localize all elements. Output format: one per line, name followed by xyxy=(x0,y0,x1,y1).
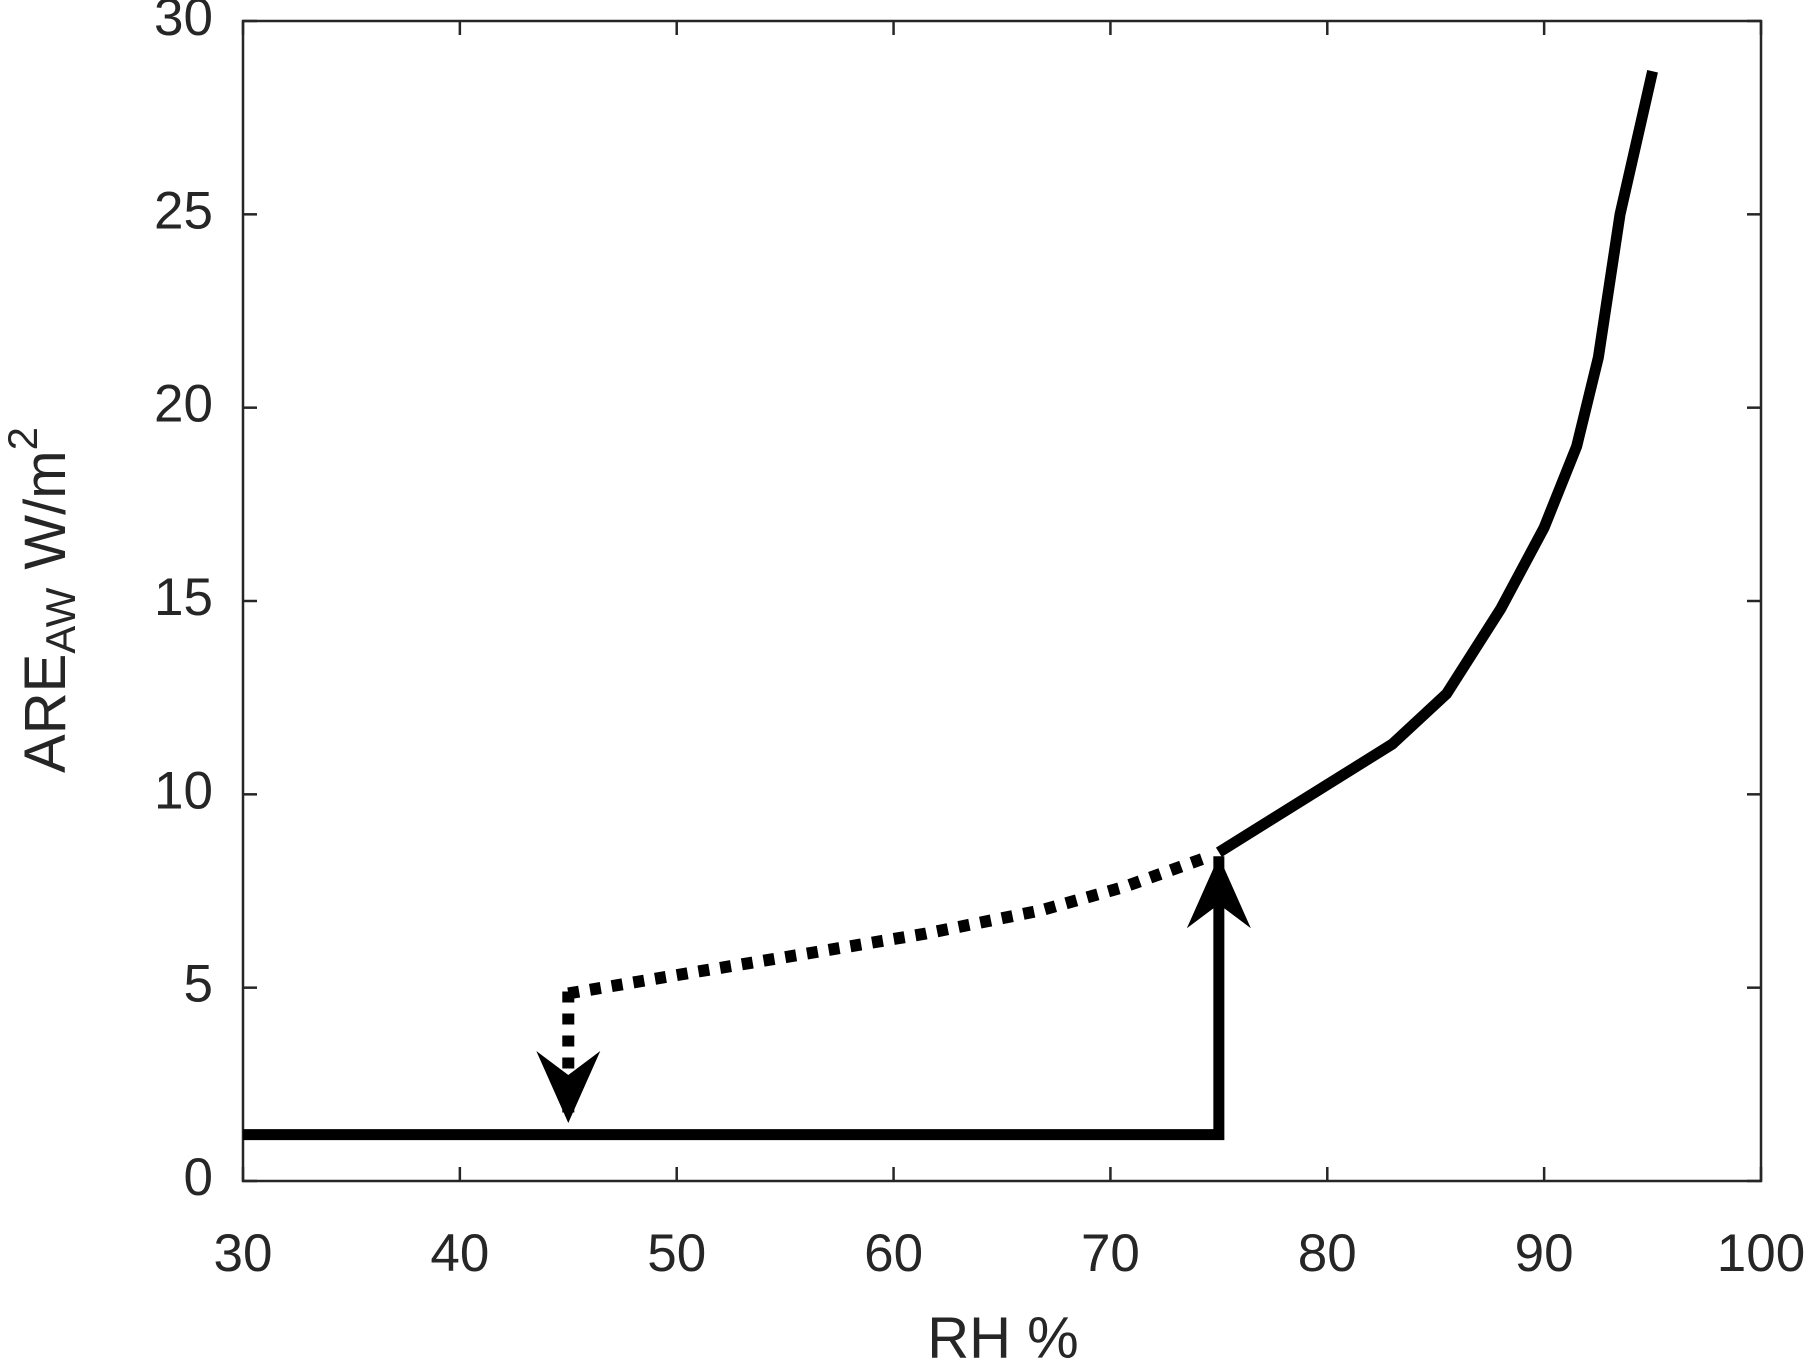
x-tick-label: 30 xyxy=(214,1224,273,1283)
y-tick-label: 0 xyxy=(184,1148,213,1207)
y-tick-label: 10 xyxy=(154,761,213,820)
x-tick-label: 60 xyxy=(864,1224,923,1283)
series-line xyxy=(243,856,1225,1141)
arrowhead xyxy=(1186,856,1251,929)
y-tick-label: 30 xyxy=(154,0,213,47)
y-tick-label: 5 xyxy=(184,955,213,1014)
x-tick-label: 80 xyxy=(1298,1224,1357,1283)
x-tick-label: 40 xyxy=(430,1224,489,1283)
x-tick-label: 50 xyxy=(647,1224,706,1283)
y-label-sup: 2 xyxy=(0,427,46,450)
x-axis-label: RH % xyxy=(927,1305,1078,1369)
y-label-main: ARE xyxy=(13,654,78,773)
series-line xyxy=(1215,70,1658,857)
y-axis-label: AREAW W/m2 xyxy=(0,427,84,773)
y-label-sub: AW xyxy=(37,587,84,653)
y-tick-label: 15 xyxy=(154,568,213,627)
x-tick-label: 70 xyxy=(1081,1224,1140,1283)
y-label-unit: W/m xyxy=(13,450,78,569)
x-tick-label: 90 xyxy=(1515,1224,1574,1283)
series-line xyxy=(567,850,1213,1000)
y-tick-label: 25 xyxy=(154,181,213,240)
x-tick-label: 100 xyxy=(1717,1224,1805,1283)
arrowhead xyxy=(536,1051,601,1123)
plot-frame xyxy=(241,19,1763,1183)
y-tick-label: 20 xyxy=(154,375,213,434)
